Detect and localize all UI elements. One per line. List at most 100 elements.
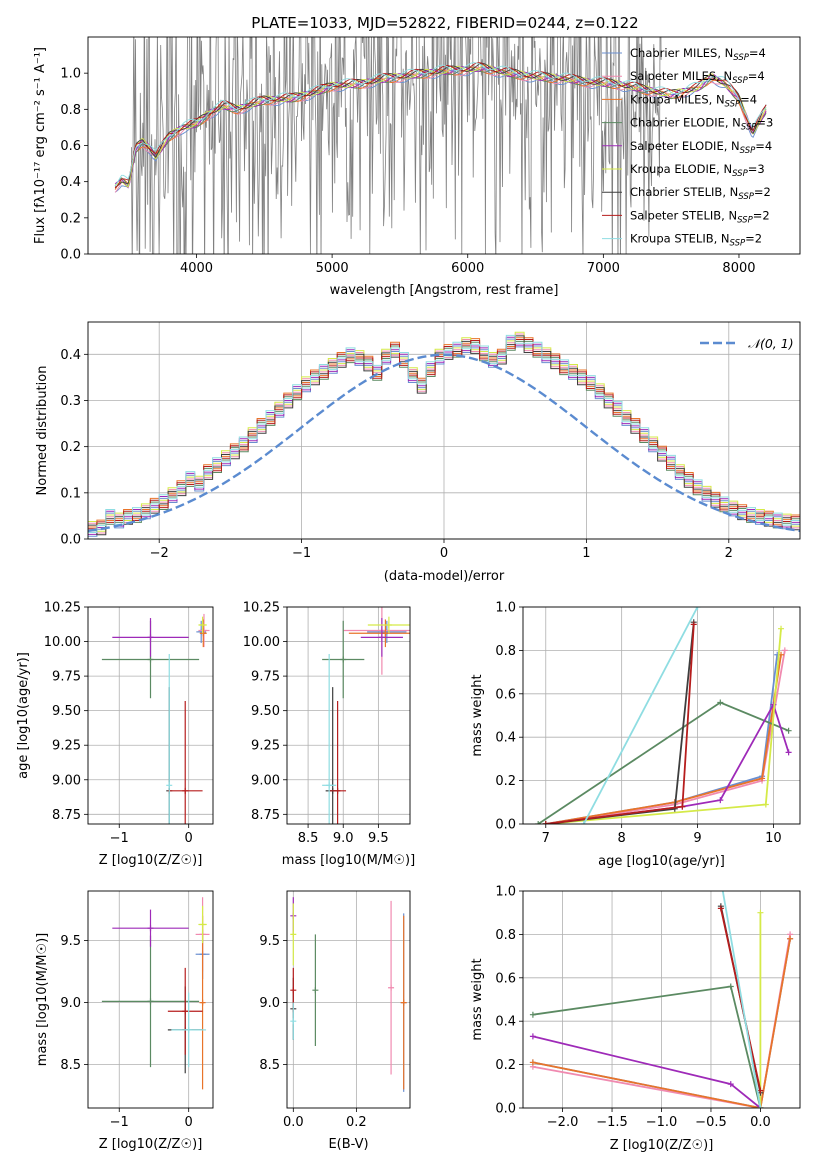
data-point: [166, 782, 173, 789]
data-point: [290, 1018, 297, 1025]
legend-sub: SSP: [741, 123, 757, 133]
weight-marker: [529, 1059, 536, 1066]
panel-age_vs_Z: −1 0 8.75 9.00 9.25 9.50 9.75 10.00 10.25 Z [log1…: [16, 601, 214, 868]
legend-text: Chabrier MILES, N: [630, 46, 733, 60]
y-tick-label: 1.0: [495, 601, 516, 616]
x-tick-label: −1.5: [596, 1115, 628, 1130]
legend-entry: Chabrier MILES, NSSP=4: [630, 46, 766, 63]
data-point: [200, 630, 207, 637]
x-tick-label: −2.0: [547, 1115, 579, 1130]
weight-marker: [785, 749, 792, 756]
weight-marker: [757, 1105, 764, 1108]
model-spectrum-7: [114, 62, 767, 189]
x-tick-label: 0: [185, 1115, 193, 1130]
x-axis-label: (data-model)/error: [384, 569, 505, 584]
data-point: [378, 634, 385, 641]
data-point: [199, 621, 206, 628]
y-tick-label: 0.0: [495, 818, 516, 833]
y-tick-label: 9.0: [60, 996, 81, 1011]
x-tick-label: 9: [693, 831, 701, 846]
weight-marker: [762, 801, 769, 808]
data-point: [340, 656, 347, 663]
histogram-5: [88, 331, 800, 532]
legend-value: =4: [740, 92, 757, 106]
legend-value: =3: [748, 162, 765, 176]
legend-value: =3: [756, 116, 773, 130]
panels: 4000 5000 6000 7000 80000.00.20.40.60.81.0Ch…: [16, 36, 801, 1153]
x-tick-label: 5000: [316, 261, 349, 276]
legend-entry: Chabrier ELODIE, NSSP=3: [630, 116, 773, 133]
model-spectrum-8: [114, 62, 767, 187]
x-tick-label: −1: [292, 546, 311, 561]
weight-marker: [778, 625, 785, 632]
y-tick-label: 9.00: [52, 773, 81, 788]
weight-marker: [580, 821, 587, 824]
data-point: [400, 999, 407, 1006]
legend-text: Chabrier ELODIE, N: [630, 116, 741, 130]
x-axis-label: E(B-V): [328, 1137, 368, 1152]
weight-marker: [717, 905, 724, 912]
legend-value: =2: [753, 208, 770, 222]
weight-marker: [727, 1081, 734, 1088]
y-tick-label: 0.0: [60, 248, 81, 263]
weight-marker: [529, 1011, 536, 1018]
x-axis-label: age [log10(age/yr)]: [598, 854, 725, 869]
panel-spectrum: 4000 5000 6000 7000 8000 0.0 0.2 0.4 0.6 0.8 1.0 Ch…: [33, 36, 801, 298]
observed-spectrum: [131, 37, 662, 254]
y-tick-label: 9.50: [251, 704, 280, 719]
x-tick-label: 7000: [587, 261, 620, 276]
x-tick-label: 0: [440, 546, 448, 561]
y-tick-label: 0.2: [60, 440, 81, 455]
axes-frame: [286, 890, 411, 1109]
legend-text: Kroupa MILES, N: [630, 92, 725, 106]
weight-line: [545, 654, 779, 824]
y-tick-label: 10.00: [44, 635, 81, 650]
legend-sub: SSP: [732, 76, 748, 86]
y-axis-label: mass [log10(M/M☉)]: [35, 933, 50, 1066]
points-mass_vs_Z: [101, 897, 210, 1090]
y-tick-label: 0.1: [60, 486, 81, 501]
weight-marker: [542, 821, 549, 824]
data-point: [334, 787, 341, 794]
x-tick-label: −0.5: [695, 1115, 727, 1130]
weight-marker: [727, 983, 734, 990]
y-tick-label: 9.50: [52, 704, 81, 719]
y-tick-label: 0.4: [495, 731, 516, 746]
x-tick-label: 4000: [180, 261, 213, 276]
panel-weight_vs_Z: −2.0 −1.5 −1.0 −0.5 0.0 0.0 0.2 0.4 0.6 0.8 1.0 Z […: [470, 877, 801, 1153]
axes-frame: [522, 890, 801, 1109]
weight-marker: [759, 775, 766, 782]
weight-line: [545, 622, 695, 824]
y-tick-label: 9.00: [251, 773, 280, 788]
legend-value: =4: [755, 139, 772, 153]
y-tick-label: 9.5: [60, 934, 81, 949]
weight-marker: [529, 1033, 536, 1040]
legend-text: Kroupa STELIB, N: [630, 232, 730, 246]
data-point: [382, 630, 389, 637]
legend-sub: SSP: [730, 239, 746, 249]
figure-title: PLATE=1033, MJD=52822, FIBERID=0244, z=0…: [251, 14, 638, 32]
legend-entry: Salpeter MILES, NSSP=4: [630, 69, 765, 86]
legend-sub: SSP: [740, 146, 756, 156]
y-tick-label: 0.3: [60, 394, 81, 409]
x-tick-label: −1: [110, 831, 129, 846]
weight-marker: [690, 621, 697, 628]
points-mass_vs_EBV: [290, 897, 407, 1092]
y-tick-label: 9.25: [251, 739, 280, 754]
legend-sub: SSP: [737, 215, 753, 225]
panel-age_vs_mass: 8.5 9.0 9.5 8.75 9.00 9.25 9.50 9.75 10.00 10.25 m…: [243, 601, 415, 869]
x-tick-label: 0.0: [283, 1115, 304, 1130]
weight-line: [532, 938, 791, 1108]
y-axis-label: age [log10(age/yr)]: [16, 652, 31, 779]
axes-frame: [286, 606, 411, 825]
x-tick-label: 2: [725, 546, 733, 561]
axes-frame: [87, 36, 801, 255]
legend-entry: Salpeter ELODIE, NSSP=4: [630, 139, 772, 156]
legend-value: =2: [745, 232, 762, 246]
y-tick-label: 0.6: [60, 139, 81, 154]
x-tick-label: 10: [765, 831, 782, 846]
x-axis-label: mass [log10(M/M☉)]: [282, 853, 415, 868]
panel-residuals: −2 −1 0 1 2 0.0 0.1 0.2 0.3 0.4 𝒩(0, 1) (data-model…: [35, 321, 801, 584]
weight-marker: [718, 877, 724, 883]
x-tick-label: 8.5: [298, 831, 319, 846]
